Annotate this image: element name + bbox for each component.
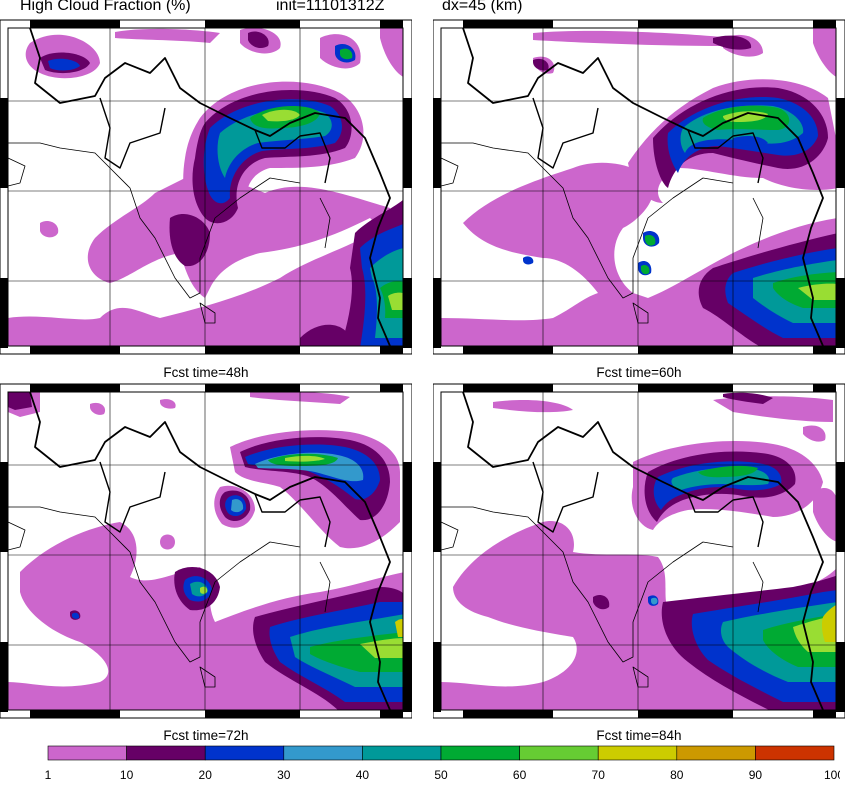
panel-caption-48h: Fcst time=48h — [163, 365, 249, 380]
colorbar-tick-label: 70 — [592, 768, 606, 782]
colorbar-swatch — [283, 745, 363, 761]
map-panel-top-left — [0, 18, 412, 355]
colorbar-swatch — [47, 745, 127, 761]
colorbar-swatch — [597, 745, 678, 761]
colorbar-tick-label: 100 — [824, 768, 840, 782]
colorbar-tick-label: 10 — [120, 768, 134, 782]
colorbar-tick-label: 40 — [356, 768, 370, 782]
colorbar-tick-label: 80 — [670, 768, 684, 782]
colorbar-tick-label: 90 — [749, 768, 763, 782]
map-panel-bottom-right — [433, 382, 845, 719]
colorbar-swatch — [440, 745, 520, 761]
panel-caption-72h: Fcst time=72h — [163, 728, 249, 743]
map-panel-bottom-left — [0, 382, 412, 719]
colorbar-swatch — [362, 745, 442, 761]
chart-title: High Cloud Fraction (%) — [20, 0, 191, 14]
init-time-label: init=11101312Z — [276, 0, 385, 14]
colorbar-swatch — [676, 745, 756, 761]
colorbar-tick-label: 30 — [277, 768, 291, 782]
colorbar-swatch — [204, 745, 285, 761]
colorbar-tick-label: 20 — [199, 768, 213, 782]
panel-caption-84h: Fcst time=84h — [596, 728, 682, 743]
grid-spacing-label: dx=45 (km) — [442, 0, 523, 14]
colorbar-swatch — [755, 745, 835, 761]
colorbar-swatch — [519, 745, 599, 761]
colorbar-tick-label: 1 — [45, 768, 52, 782]
colorbar-tick-label: 50 — [434, 768, 448, 782]
colorbar-tick-label: 60 — [513, 768, 527, 782]
map-panel-top-right — [433, 18, 845, 355]
colorbar-swatch — [126, 745, 206, 761]
colorbar: 1 10 20 30 40 50 60 70 80 90 100 — [45, 745, 840, 782]
panel-caption-60h: Fcst time=60h — [596, 365, 682, 380]
